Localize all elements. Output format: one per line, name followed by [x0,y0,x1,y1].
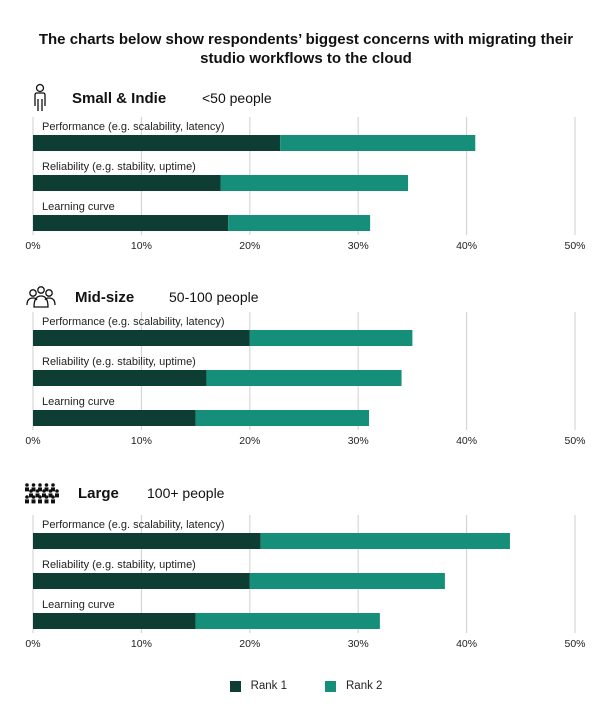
bar-rank2 [195,410,370,426]
x-tick-label: 10% [131,240,152,252]
bar-rank1 [33,135,281,151]
panel-subtitle: 100+ people [147,485,225,501]
bar-rank2 [260,533,510,549]
legend-item-rank2: Rank 2 [325,680,382,692]
chart-title-line-1: The charts below show respondents’ bigge… [38,31,574,48]
x-tick-label: 40% [456,240,477,252]
category-label: Reliability (e.g. stability, uptime) [42,559,196,571]
legend-label-rank1: Rank 1 [250,680,287,692]
x-tick-label: 10% [131,435,152,447]
panel-title: Large [78,485,119,502]
chart-title: The charts below show respondents’ bigge… [0,30,612,68]
x-tick-label: 40% [456,435,477,447]
x-tick-label: 50% [564,435,585,447]
x-tick-label: 20% [239,638,260,650]
legend-swatch-rank2 [325,680,336,692]
category-label: Performance (e.g. scalability, latency) [42,121,225,133]
panel-title: Small & Indie [72,90,166,107]
bar-rank1 [33,410,196,426]
x-tick-label: 0% [25,240,40,252]
bar-rank2 [220,175,409,191]
category-label: Learning curve [42,396,115,408]
x-tick-label: 30% [348,240,369,252]
legend-item-rank1: Rank 1 [229,680,287,692]
bar-rank1 [33,613,196,629]
bar-rank1 [33,370,207,386]
x-tick-label: 30% [348,435,369,447]
legend-swatch-rank1 [229,680,241,692]
panel-subtitle: <50 people [202,90,272,106]
x-tick-label: 20% [239,435,260,447]
x-tick-label: 0% [25,638,40,650]
bar-rank2 [280,135,476,151]
x-tick-label: 50% [564,240,585,252]
x-tick-label: 30% [348,638,369,650]
bar-rank2 [195,613,380,629]
panel-title: Mid-size [75,289,134,306]
group-people-icon [26,286,56,308]
bar-rank2 [249,573,445,589]
bar-rank1 [33,215,229,231]
category-label: Performance (e.g. scalability, latency) [42,316,225,328]
category-label: Performance (e.g. scalability, latency) [42,519,225,531]
x-tick-label: 10% [131,638,152,650]
x-tick-label: 0% [25,435,40,447]
x-tick-label: 40% [456,638,477,650]
crowd-icon [25,483,59,504]
bar-rank2 [228,215,371,231]
single-person-icon [34,83,46,111]
chart-title-line-2: studio workflows to the cloud [200,50,412,67]
bar-rank2 [206,370,402,386]
x-tick-label: 50% [564,638,585,650]
bar-rank1 [33,330,250,346]
bar-rank1 [33,175,221,191]
panel-subtitle: 50-100 people [169,289,259,305]
category-label: Reliability (e.g. stability, uptime) [42,161,196,173]
bar-rank2 [249,330,413,346]
legend-label-rank2: Rank 2 [346,680,383,692]
x-tick-label: 20% [239,240,260,252]
legend: Rank 1 Rank 2 [0,680,612,692]
category-label: Learning curve [42,201,115,213]
bar-rank1 [33,573,250,589]
bar-rank1 [33,533,261,549]
category-label: Reliability (e.g. stability, uptime) [42,356,196,368]
category-label: Learning curve [42,599,115,611]
